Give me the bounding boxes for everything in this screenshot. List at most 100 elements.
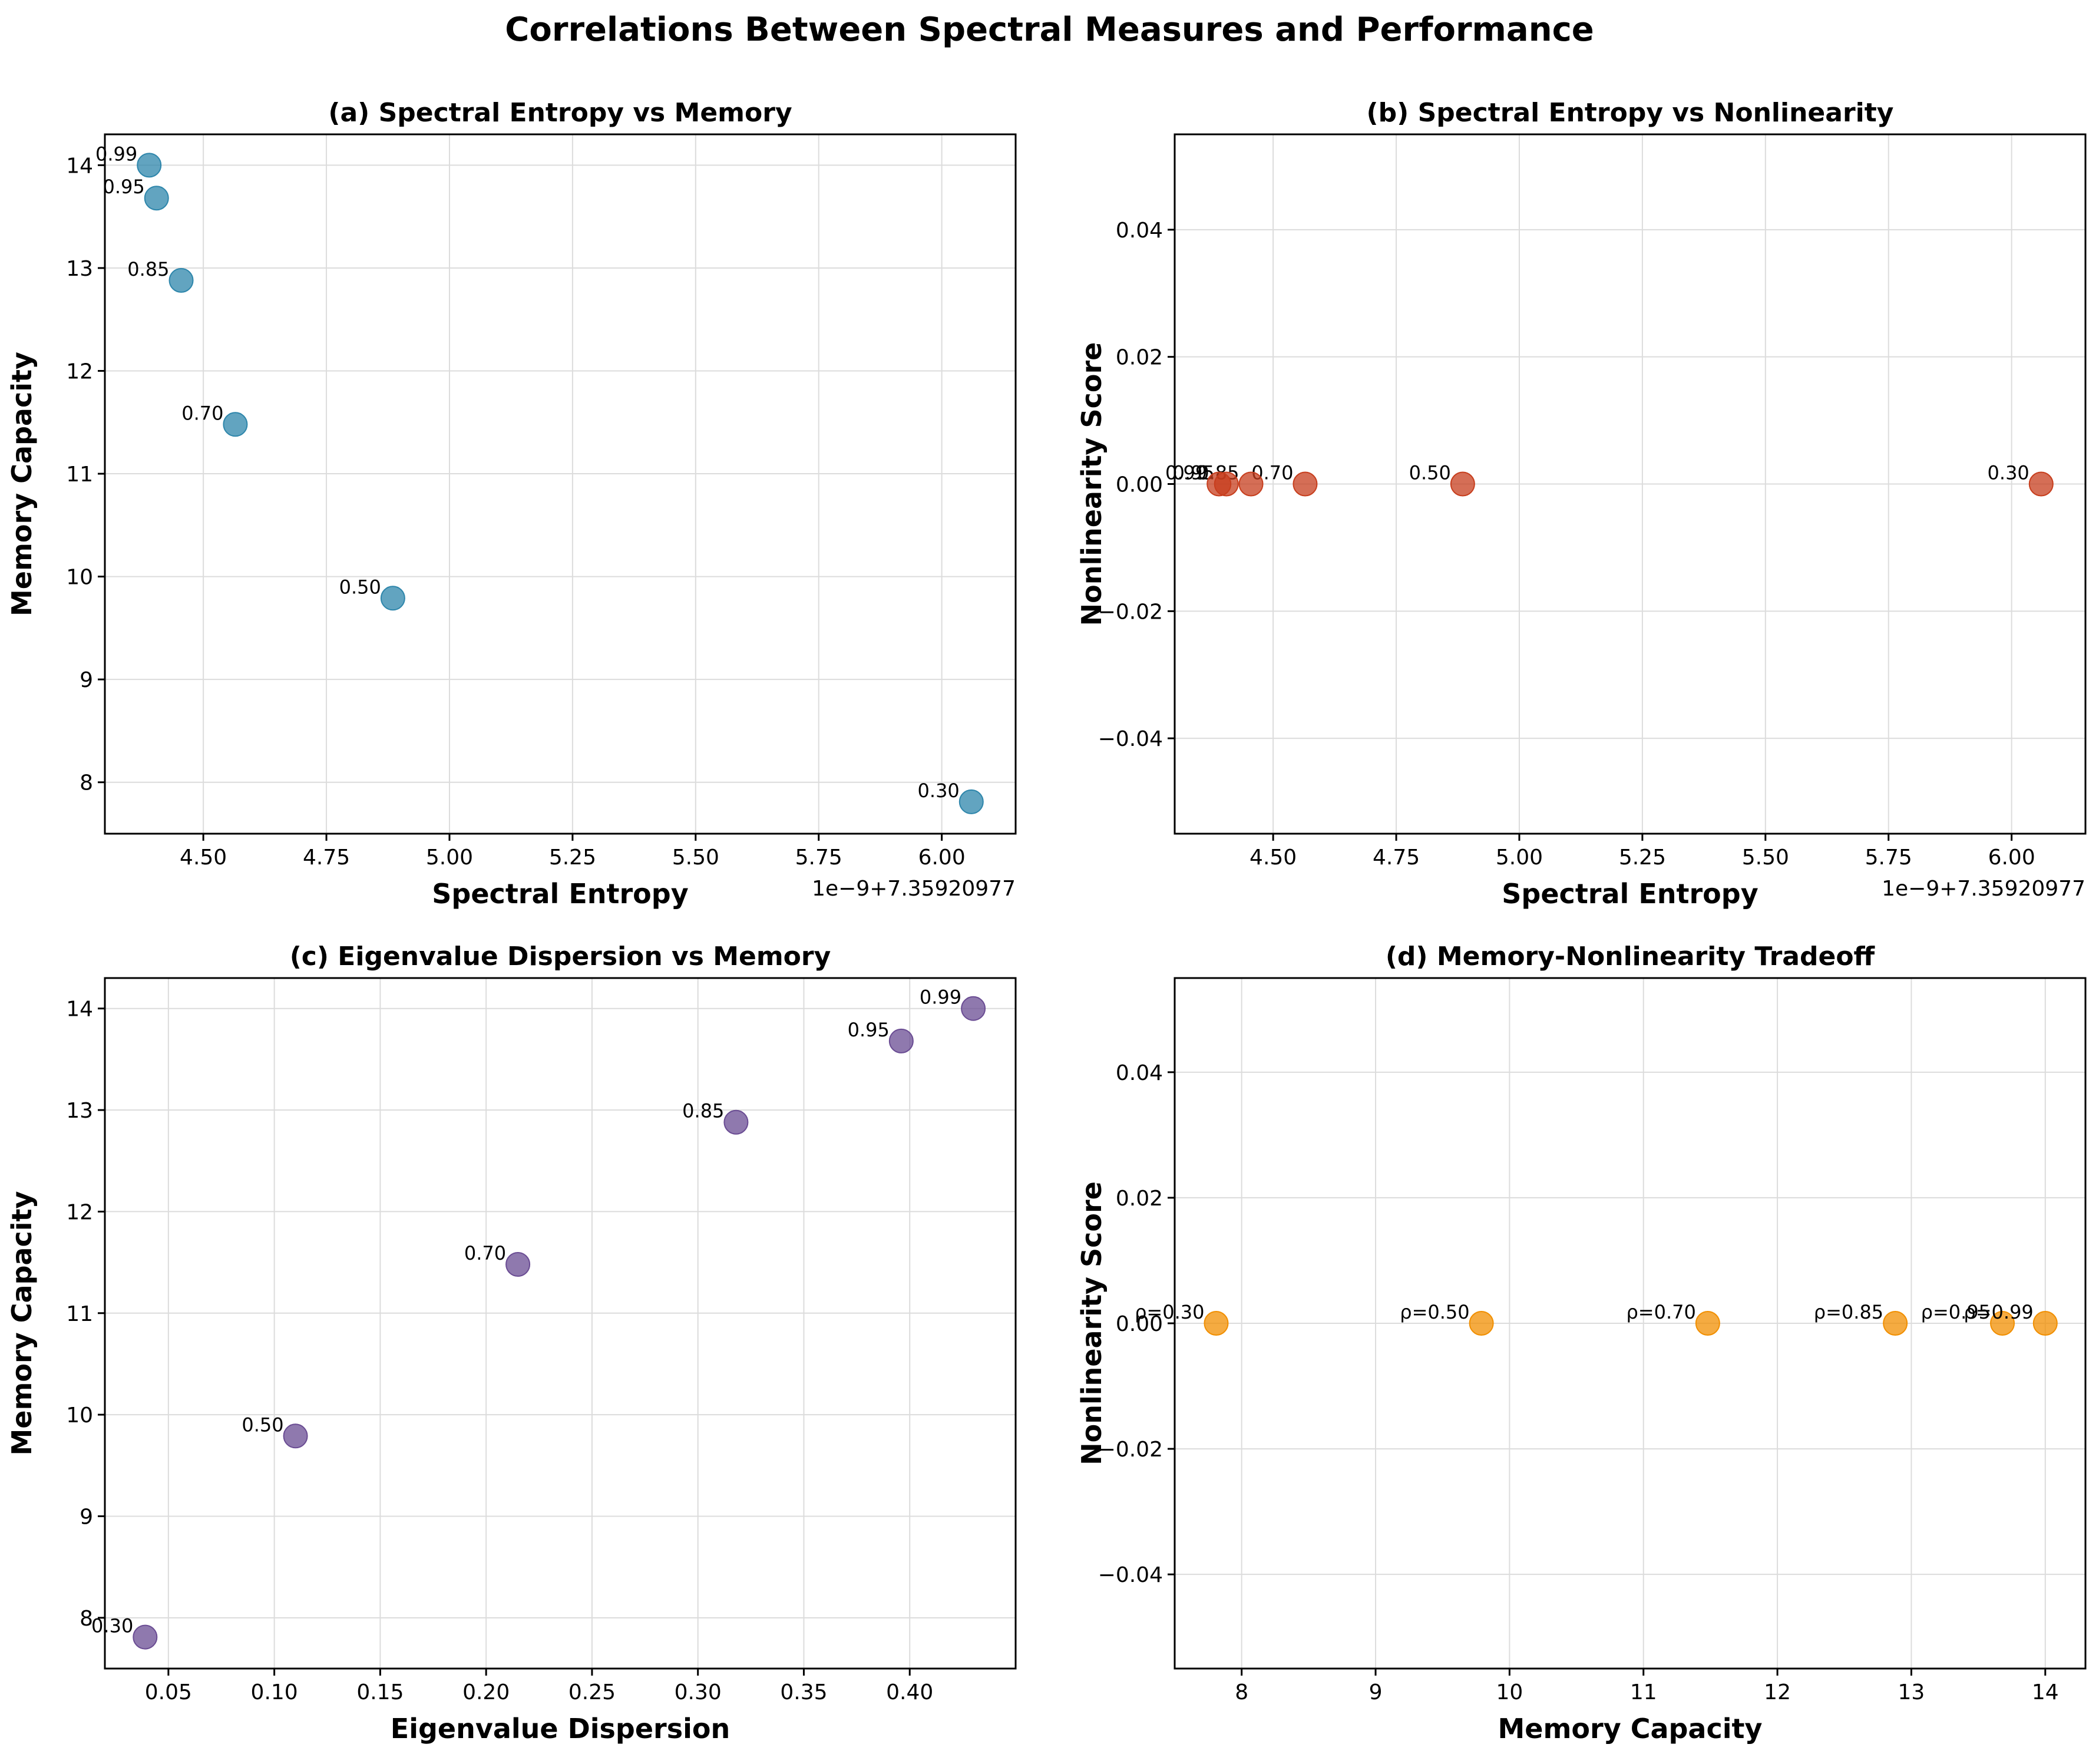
point-label: 0.30	[918, 779, 960, 802]
point-label: 0.99	[920, 986, 961, 1009]
x-tick-label: 0.15	[356, 1680, 404, 1704]
x-axis-label: Spectral Entropy	[432, 878, 688, 910]
x-offset-label: 1e−9+7.35920977	[812, 877, 1016, 901]
data-point	[1450, 471, 1475, 497]
y-tick-label: 12	[66, 359, 93, 384]
y-tick-label: −0.04	[1098, 727, 1163, 751]
data-point	[888, 1028, 914, 1053]
x-tick-label: 5.50	[672, 845, 719, 870]
data-point	[1883, 1311, 1908, 1336]
x-tick-label: 5.75	[795, 845, 842, 870]
x-tick-label: 6.00	[1988, 845, 2035, 870]
x-tick-label: 13	[1898, 1680, 1925, 1704]
point-label: 0.95	[103, 176, 144, 198]
data-point	[958, 789, 984, 814]
y-tick-label: 9	[80, 668, 93, 692]
point-label: 0.85	[682, 1100, 724, 1122]
x-tick-label: 8	[1235, 1680, 1248, 1704]
y-axis-label: Nonlinearity Score	[1076, 342, 1108, 626]
y-tick-label: 0.00	[1116, 473, 1163, 497]
x-tick-label: 0.25	[568, 1680, 616, 1704]
point-label: ρ=0.30	[1135, 1301, 1204, 1323]
y-tick-label: 13	[66, 1099, 93, 1123]
y-axis-label: Memory Capacity	[6, 352, 38, 616]
point-label: 0.30	[1988, 462, 2029, 484]
data-point	[1238, 471, 1264, 497]
x-tick-label: 12	[1764, 1680, 1791, 1704]
point-label: 0.50	[1409, 462, 1451, 484]
x-tick-label: 5.00	[1496, 845, 1543, 870]
y-tick-label: 13	[66, 257, 93, 281]
point-label: ρ=0.50	[1400, 1301, 1469, 1323]
point-label: ρ=0.95	[1921, 1301, 1991, 1323]
y-tick-label: 0.02	[1116, 346, 1163, 370]
data-point	[1206, 471, 1232, 497]
data-point	[2028, 471, 2054, 497]
x-tick-label: 5.25	[1619, 845, 1666, 870]
data-point	[1469, 1311, 1494, 1336]
point-label: 0.99	[95, 143, 137, 165]
point-label: ρ=0.99	[1964, 1301, 2033, 1323]
plot-frame	[104, 133, 1017, 835]
x-tick-label: 4.50	[180, 845, 227, 870]
plot-frame	[104, 977, 1017, 1670]
panel-b: 0.300.500.700.850.950.994.504.755.005.25…	[1076, 98, 2087, 910]
point-label: ρ=0.70	[1626, 1301, 1695, 1323]
y-tick-label: 8	[80, 771, 93, 795]
data-point	[505, 1252, 531, 1277]
x-tick-label: 6.00	[918, 845, 966, 870]
x-tick-label: 0.10	[251, 1680, 298, 1704]
data-point	[1293, 471, 1318, 497]
data-point	[168, 267, 194, 293]
y-tick-label: 14	[66, 997, 93, 1022]
x-tick-label: 0.30	[675, 1680, 722, 1704]
x-tick-label: 9	[1369, 1680, 1383, 1704]
panel-title: (c) Eigenvalue Dispersion vs Memory	[290, 942, 831, 972]
panel-title: (a) Spectral Entropy vs Memory	[328, 98, 792, 128]
x-tick-label: 14	[2032, 1680, 2059, 1704]
data-point	[1990, 1311, 2015, 1336]
y-tick-label: −0.02	[1098, 600, 1163, 624]
y-tick-label: 8	[80, 1607, 93, 1631]
data-point	[2032, 1311, 2058, 1336]
x-tick-label: 0.20	[462, 1680, 510, 1704]
x-tick-label: 11	[1630, 1680, 1657, 1704]
y-axis-label: Nonlinearity Score	[1076, 1181, 1108, 1465]
data-point	[283, 1423, 308, 1449]
x-tick-label: 4.75	[303, 845, 350, 870]
point-label: 0.70	[181, 402, 223, 424]
point-label: 0.70	[464, 1242, 506, 1264]
y-tick-label: 11	[66, 463, 93, 487]
data-point	[1695, 1311, 1720, 1336]
x-tick-label: 5.00	[426, 845, 473, 870]
point-label: 0.30	[91, 1615, 133, 1637]
x-tick-label: 0.40	[886, 1680, 933, 1704]
panel-d: ρ=0.30 ρ=0.50 ρ=0.70 ρ=0.85 ρ=0.95ρ=0.99 8 9 10…	[1076, 942, 2087, 1745]
data-point	[380, 586, 405, 611]
x-tick-label: 5.25	[549, 845, 596, 870]
panel-c: 0.30 0.50 0.70 0.85 0.95 0.99 0.05 0.10 0.15 0.20…	[6, 942, 1017, 1745]
y-tick-label: 11	[66, 1302, 93, 1326]
data-point	[723, 1109, 749, 1135]
panel-a: 0.30 0.50 0.70 0.85 0.95 0.99 4.50 4.75 5.00 5.25…	[6, 98, 1017, 910]
data-point	[1204, 1311, 1229, 1336]
data-point	[223, 412, 248, 437]
x-axis-label: Memory Capacity	[1498, 1713, 1763, 1745]
y-tick-label: −0.02	[1098, 1438, 1163, 1462]
y-tick-label: 9	[80, 1505, 93, 1529]
y-tick-label: 0.02	[1116, 1187, 1163, 1211]
data-point	[137, 153, 162, 178]
point-label: 0.50	[339, 576, 381, 598]
y-tick-label: 10	[66, 1403, 93, 1428]
y-tick-label: 10	[66, 566, 93, 590]
x-axis-label: Eigenvalue Dispersion	[391, 1713, 730, 1745]
point-label: ρ=0.85	[1814, 1301, 1883, 1323]
x-tick-label: 0.05	[145, 1680, 192, 1704]
x-tick-label: 10	[1496, 1680, 1523, 1704]
y-tick-label: −0.04	[1098, 1563, 1163, 1587]
y-axis-label: Memory Capacity	[6, 1191, 38, 1456]
x-tick-label: 5.75	[1865, 845, 1912, 870]
panel-title: (d) Memory-Nonlinearity Tradeoff	[1386, 942, 1876, 972]
x-tick-label: 0.35	[780, 1680, 827, 1704]
